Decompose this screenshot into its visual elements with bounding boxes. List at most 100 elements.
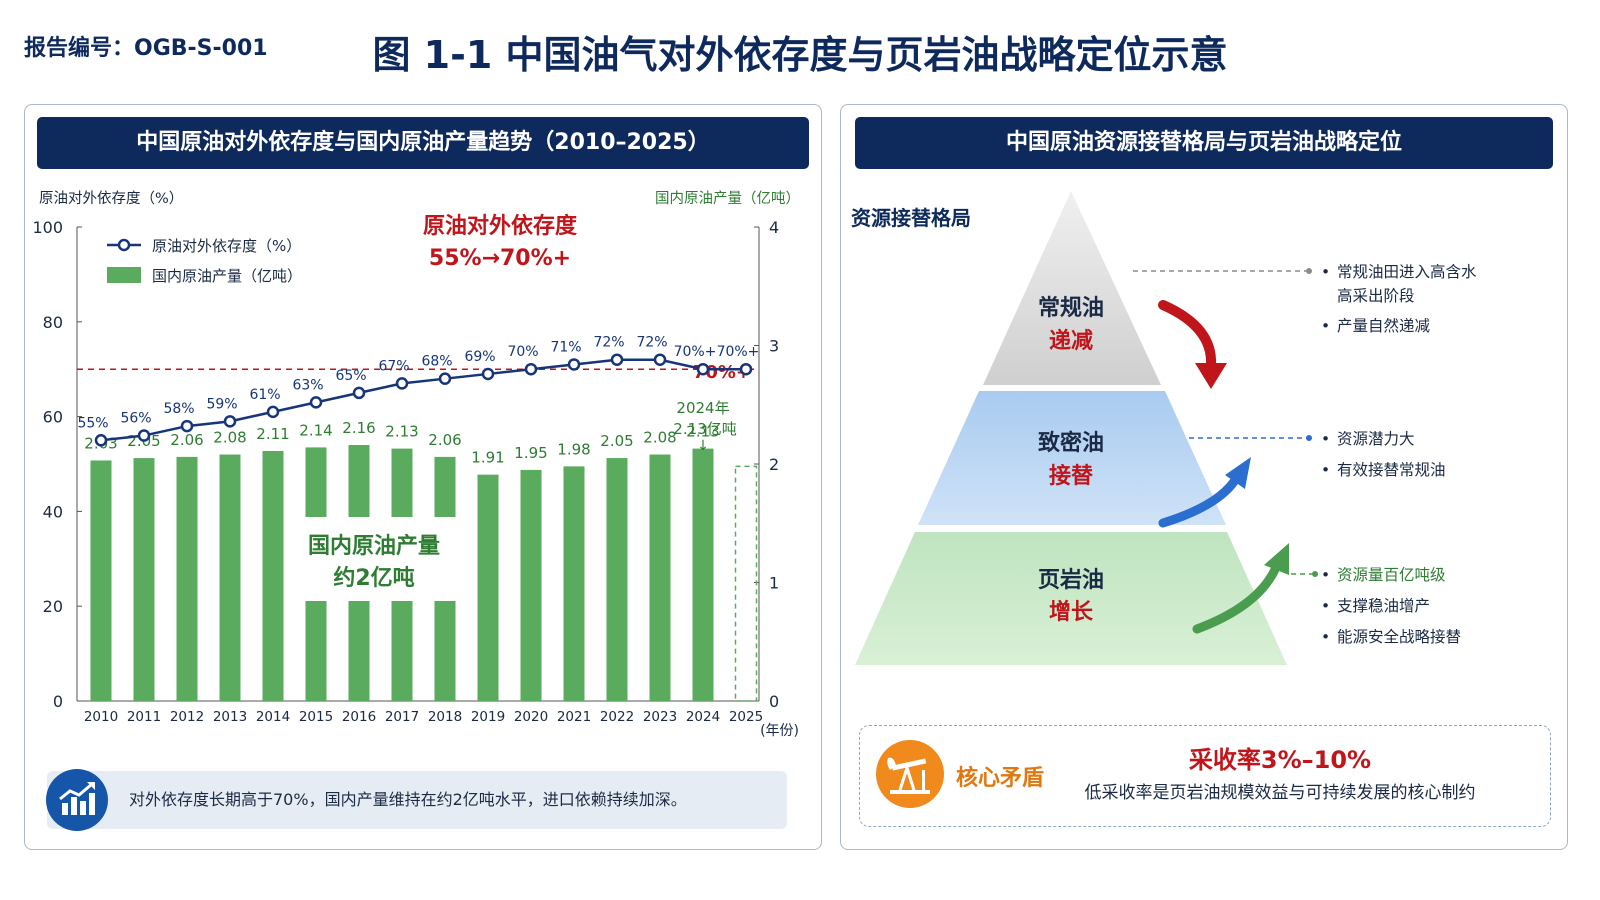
bar-label: 1.95 — [514, 444, 547, 462]
tier-tight — [918, 391, 1226, 525]
production-annotation-line2: 约2亿吨 — [333, 565, 414, 591]
bar-label: 2.06 — [428, 431, 461, 449]
bar — [90, 460, 112, 701]
y-right-tick-label: 4 — [769, 218, 779, 237]
dependency-point — [352, 386, 366, 400]
bar — [219, 454, 241, 701]
core-description: 低采收率是页岩油规模效益与可持续发展的核心制约 — [1084, 783, 1476, 803]
y-left-tick-label: 40 — [43, 502, 63, 521]
bar — [176, 456, 198, 701]
bar — [692, 448, 714, 701]
pumpjack-icon — [876, 740, 944, 808]
bar-label: 1.98 — [557, 440, 590, 458]
x-tick-label: 2017 — [385, 709, 419, 725]
bar-label: 2.08 — [643, 429, 676, 447]
x-tick-label: 2014 — [256, 709, 290, 725]
bar — [262, 450, 284, 701]
x-tick-label: 2015 — [299, 709, 333, 725]
tight-bullet-2: 有效接替常规油 — [1337, 461, 1446, 479]
callout-2024-line1: 2024年 — [676, 399, 729, 417]
trend-panel: 中国原油对外依存度与国内原油产量趋势（2010–2025） 0 20 40 60 80 1… — [24, 104, 822, 850]
summary-note: 对外依存度长期高于70%，国内产量维持在约2亿吨水平，进口依赖持续加深。 — [46, 769, 787, 831]
conventional-bullet-2: 产量自然递减 — [1337, 317, 1431, 335]
dependency-point — [309, 396, 323, 409]
bar — [133, 458, 155, 701]
shale-bullet-1: 资源量百亿吨级 — [1337, 566, 1446, 584]
y-right-tick-label: 1 — [769, 574, 779, 593]
callout-2024-arrow: ↓ — [697, 438, 709, 454]
y-left-tick-label: 0 — [53, 692, 63, 711]
strategy-panel-header: 中国原油资源接替格局与页岩油战略定位 — [855, 117, 1553, 169]
y-axis-right-label: 国内原油产量（亿吨） — [655, 190, 800, 207]
dependency-label: 59% — [206, 396, 237, 412]
dependency-label: 68% — [421, 354, 452, 370]
production-annotation-line1: 国内原油产量 — [308, 534, 440, 559]
dependency-label: 61% — [249, 387, 280, 403]
x-tick-label: 2016 — [342, 709, 376, 725]
dependency-label: 72% — [593, 335, 624, 351]
dependency-point — [94, 434, 108, 447]
bar — [563, 466, 585, 701]
y-right-tick-label: 2 — [769, 455, 779, 474]
tight-leader-dot — [1306, 435, 1312, 441]
bar-label: 2.11 — [256, 425, 289, 443]
resource-pyramid: 资源接替格局 常规油 递减 致密油 接替 页岩油 增长 — [851, 191, 1477, 665]
y-left-tick-label: 100 — [32, 218, 63, 237]
x-tick-label: 2018 — [428, 709, 462, 725]
dependency-point — [137, 429, 151, 442]
x-tick-label: 2020 — [514, 709, 548, 725]
legend-bar-swatch — [107, 267, 141, 283]
dependency-point — [481, 367, 495, 381]
dependency-line — [100, 358, 746, 442]
tier-shale-status: 增长 — [1049, 599, 1094, 625]
y-left-tick-label: 80 — [43, 313, 63, 332]
legend-bar-label: 国内原油产量（亿吨） — [152, 267, 302, 285]
growth-arrow-icon — [1192, 543, 1289, 634]
bar — [649, 454, 671, 701]
x-tick-label: 2021 — [557, 709, 591, 725]
bar-label: 2.13 — [686, 423, 719, 441]
tier-conventional-name: 常规油 — [1038, 295, 1104, 321]
callout-2024-line2: 2.13亿吨 — [673, 420, 736, 438]
dependency-point — [438, 372, 452, 385]
x-tick-label: 2025 — [729, 709, 763, 725]
bar — [520, 469, 542, 701]
production-label-background — [293, 517, 457, 601]
page-title: 图 1-1 中国油气对外依存度与页岩油战略定位示意 — [372, 33, 1228, 77]
replace-arrow-icon — [1158, 457, 1251, 528]
shale-bullet-3: 能源安全战略接替 — [1337, 628, 1461, 646]
bar-label: 2.08 — [213, 429, 246, 447]
tier-conventional — [983, 191, 1161, 385]
report-number: 报告编号：OGB-S-001 — [24, 36, 268, 61]
pyramid-subtitle: 资源接替格局 — [851, 206, 971, 230]
dependency-label: 72% — [636, 335, 667, 351]
x-tick-label: 2022 — [600, 709, 634, 725]
tight-bullet-marker: • — [1321, 430, 1330, 448]
shale-bullet-marker-3: • — [1321, 628, 1330, 646]
dependency-label: 63% — [292, 377, 323, 393]
legend-line-label: 原油对外依存度（%） — [152, 237, 301, 255]
tier-shale-name: 页岩油 — [1038, 568, 1104, 593]
dependency-label: 56% — [120, 411, 151, 427]
y-right-tick-label: 3 — [769, 337, 779, 356]
bar — [477, 474, 499, 701]
dependency-label: 55% — [77, 415, 108, 431]
y-right-tick-label: 0 — [769, 692, 779, 711]
dependency-label: 69% — [464, 349, 495, 365]
core-contradiction-box: 核心矛盾 采收率3%–10% 低采收率是页岩油规模效益与可持续发展的核心制约 — [859, 725, 1551, 827]
x-tick-label: 2012 — [170, 709, 204, 725]
dependency-point — [610, 353, 624, 366]
y-left-tick-label: 60 — [43, 408, 63, 427]
bar-label: 2.13 — [385, 423, 418, 441]
dependency-point — [223, 415, 237, 428]
dependency-point — [266, 405, 280, 419]
dependency-production-chart: 0 20 40 60 80 100 0 1 2 3 4 原油对外依存度（%） 国内原油产量（亿吨） 2.0… — [32, 190, 800, 739]
tier-shale — [855, 532, 1287, 665]
y-axis-left-label: 原油对外依存度（%） — [39, 190, 183, 207]
core-label: 核心矛盾 — [956, 766, 1045, 791]
dependency-label: 67% — [378, 358, 409, 374]
shale-bullet-2: 支撑稳油增产 — [1337, 597, 1430, 615]
conventional-bullet-1-cont: 高采出阶段 — [1337, 287, 1415, 305]
bar-label: 2.14 — [299, 421, 332, 439]
tier-tight-status: 接替 — [1049, 464, 1093, 489]
